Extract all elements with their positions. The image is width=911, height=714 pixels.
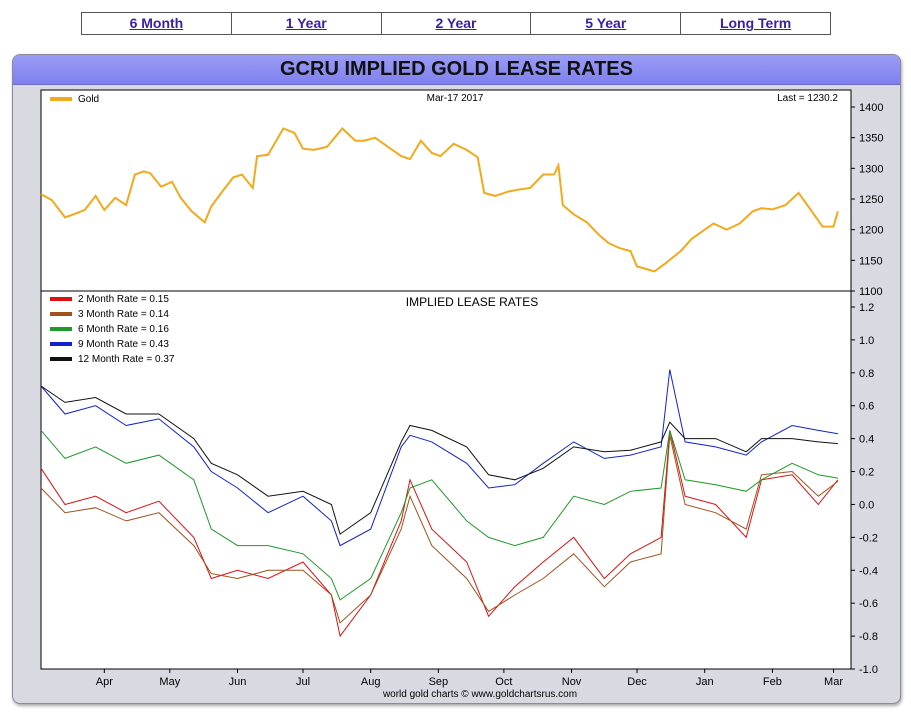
x-tick-label: Apr	[96, 676, 113, 688]
gold-price-plot	[40, 127, 839, 273]
x-tick-label: Nov	[562, 676, 582, 688]
x-tick-label: Jul	[296, 676, 310, 688]
gold-price-line	[40, 127, 839, 273]
lease-y-tick-label: 0.4	[859, 434, 874, 446]
x-tick-label: Aug	[361, 676, 381, 688]
lease-y-tick-label: 1.2	[859, 302, 874, 314]
lease-series-line-1	[40, 435, 839, 624]
legend-label: 9 Month Rate = 0.43	[78, 339, 169, 350]
lease-series-line-3	[40, 369, 838, 547]
plot-frame	[40, 89, 852, 670]
lease-y-axis: -1.0 -0.8 -0.6 -0.4 -0.2 0.0 0.2 0.4 0.6 0.8 1.0 1.…	[851, 302, 878, 676]
lease-y-tick-label: 1.0	[859, 335, 874, 347]
lease-y-tick-label: -0.4	[859, 565, 878, 577]
gold-y-tick-label: 1150	[859, 255, 883, 267]
tab-long-term[interactable]: Long Term	[719, 15, 792, 31]
x-tick-label: May	[159, 676, 180, 688]
lease-panel-title: IMPLIED LEASE RATES	[406, 295, 539, 309]
x-tick-label: Sep	[429, 676, 449, 688]
gold-y-tick-label: 1300	[859, 163, 883, 175]
x-tick-label: Mar	[824, 676, 843, 688]
x-tick-label: Dec	[627, 676, 647, 688]
lease-y-tick-label: -0.6	[859, 598, 878, 610]
gold-y-tick-label: 1200	[859, 225, 883, 237]
lease-series-line-4	[40, 385, 838, 535]
gold-legend-label: Gold	[78, 94, 99, 105]
x-axis: Apr May Jun Jul Aug Sep Oct Nov Dec Jan Feb Mar	[96, 669, 843, 688]
chart-footer: world gold charts © www.goldchartsrus.co…	[382, 689, 577, 700]
x-tick-label: Feb	[763, 676, 782, 688]
x-tick-label: Jan	[696, 676, 714, 688]
period-tabs: 6 Month 1 Year 2 Year 5 Year Long Term	[81, 12, 831, 35]
legend-label: 6 Month Rate = 0.16	[78, 324, 169, 335]
gold-y-tick-label: 1350	[859, 133, 883, 145]
legend-label: 12 Month Rate = 0.37	[78, 354, 175, 365]
x-tick-label: Oct	[495, 676, 512, 688]
gold-y-axis: 1100 1150 1200 1250 1300 1350 1400	[851, 102, 883, 298]
panel-title: GCRU IMPLIED GOLD LEASE RATES	[13, 55, 900, 85]
lease-y-tick-label: 0.0	[859, 499, 874, 511]
tab-1-year[interactable]: 1 Year	[232, 13, 382, 34]
tab-2-year[interactable]: 2 Year	[382, 13, 532, 34]
gold-y-tick-label: 1250	[859, 194, 883, 206]
legend-label: 2 Month Rate = 0.15	[78, 294, 169, 305]
tab-6-month[interactable]: 6 Month	[82, 13, 232, 34]
lease-legend: 2 Month Rate = 0.15 3 Month Rate = 0.14 6 …	[50, 294, 175, 365]
chart-date: Mar-17 2017	[427, 93, 484, 104]
legend-label: 3 Month Rate = 0.14	[78, 309, 169, 320]
lease-y-tick-label: 0.6	[859, 401, 874, 413]
gold-y-tick-label: 1100	[859, 286, 883, 298]
tab-5-year[interactable]: 5 Year	[531, 13, 682, 34]
lease-y-tick-label: 0.2	[859, 467, 874, 479]
gold-y-tick-label: 1400	[859, 102, 883, 114]
lease-y-tick-label: 0.8	[859, 368, 874, 380]
lease-y-tick-label: -0.8	[859, 631, 878, 643]
last-value: Last = 1230.2	[777, 93, 838, 104]
lease-y-tick-label: -1.0	[859, 664, 878, 676]
lease-y-tick-label: -0.2	[859, 532, 878, 544]
lease-series-line-0	[40, 430, 839, 638]
x-tick-label: Jun	[229, 676, 247, 688]
lease-series-line-2	[40, 430, 838, 601]
lease-rate-plot	[40, 369, 839, 638]
